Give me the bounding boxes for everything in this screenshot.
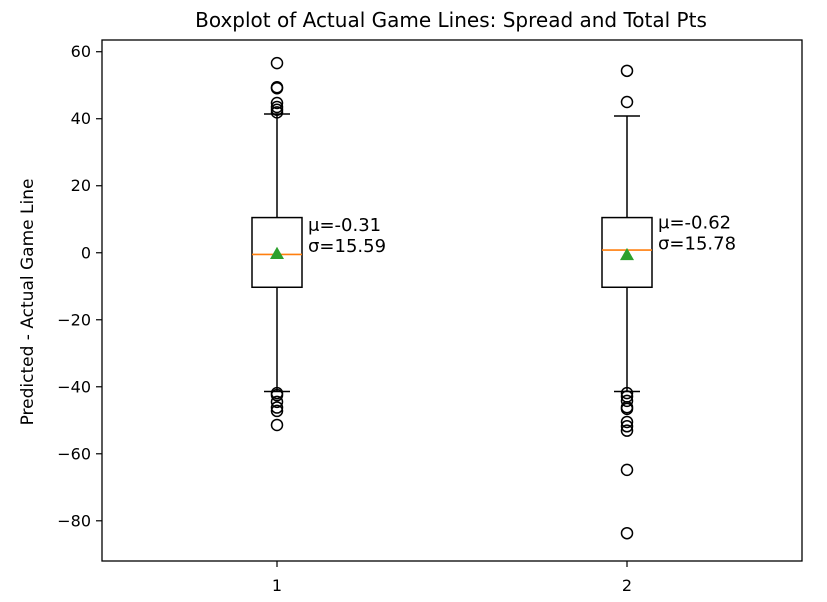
plot-frame (101, 39, 803, 562)
outlier-point (270, 106, 284, 119)
outlier-point (620, 64, 634, 78)
outlier-point (270, 81, 284, 95)
y-axis-label: Predicted - Actual Game Line (18, 179, 38, 426)
x-tick-label: 1 (272, 576, 282, 595)
box-iqr (251, 216, 303, 289)
mean-marker (620, 247, 634, 261)
outlier-point (620, 386, 634, 400)
outlier-point (620, 526, 634, 540)
box-stats-annotation: μ=-0.31 (308, 215, 381, 236)
box-stats-annotation: σ=15.59 (308, 236, 386, 257)
x-tick-label: 2 (622, 576, 632, 595)
box-stats-annotation: σ=15.78 (658, 233, 736, 254)
outlier-point (620, 420, 634, 433)
y-tick-label: 20 (71, 176, 91, 195)
outlier-point (620, 424, 634, 437)
outlier-point (270, 388, 284, 402)
y-tick-label: −60 (57, 444, 91, 463)
y-tick-label: −40 (57, 377, 91, 396)
y-tick-label: 60 (71, 42, 91, 61)
outlier-point (270, 56, 284, 70)
outlier-point (620, 415, 634, 429)
outlier-point (620, 463, 634, 477)
outlier-point (270, 404, 284, 418)
outlier-point (270, 395, 284, 409)
y-tick-label: −80 (57, 511, 91, 530)
outlier-point (620, 402, 634, 416)
mean-marker (270, 246, 284, 260)
outlier-point (620, 95, 634, 109)
y-tick-label: −20 (57, 310, 91, 329)
y-tick-label: 0 (81, 243, 91, 262)
outlier-point (620, 394, 634, 408)
plot-area: 60 40 20 0 −20 −40 −60 −80 1 2 μ=-0.31σ=15.59 μ=-0.… (57, 42, 736, 595)
box-iqr (601, 216, 653, 289)
box-stats-annotation: μ=-0.62 (658, 212, 731, 233)
outlier-point (270, 401, 284, 414)
outlier-point (270, 96, 284, 110)
chart-title: Boxplot of Actual Game Lines: Spread and… (195, 8, 707, 32)
outlier-point (270, 418, 284, 432)
y-tick-label: 40 (71, 109, 91, 128)
